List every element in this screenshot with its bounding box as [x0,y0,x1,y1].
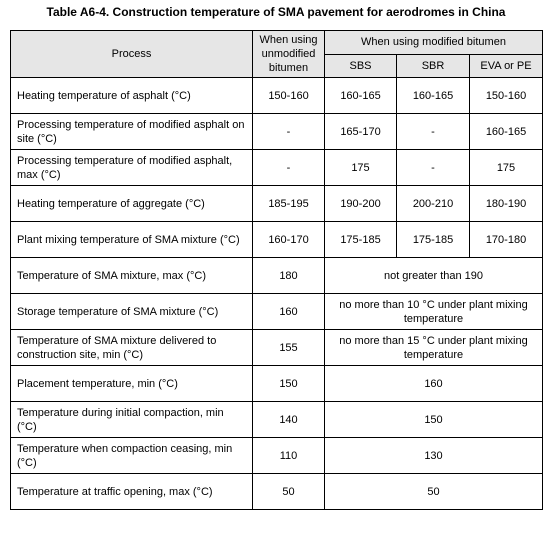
table-row: Temperature of SMA mixture, max (°C) 180… [10,257,543,294]
modified-cell: 150 [324,401,543,438]
unmodified-cell: 50 [252,473,325,510]
process-cell: Heating temperature of aggregate (°C) [10,185,253,222]
table-row: Plant mixing temperature of SMA mixture … [10,221,543,258]
process-cell: Temperature during initial compaction, m… [10,401,253,438]
process-cell: Temperature at traffic opening, max (°C) [10,473,253,510]
table-row: Processing temperature of modified aspha… [10,113,543,150]
process-cell: Processing temperature of modified aspha… [10,149,253,186]
modified-cell: no more than 15 °C under plant mixing te… [324,329,543,366]
unmodified-cell: - [252,113,325,150]
modified-cell: not greater than 190 [324,257,543,294]
eva-cell: 160-165 [469,113,543,150]
modified-cell: 130 [324,437,543,474]
header-eva: EVA or PE [469,53,543,78]
process-cell: Storage temperature of SMA mixture (°C) [10,293,253,330]
process-cell: Placement temperature, min (°C) [10,365,253,402]
table-row: Temperature during initial compaction, m… [10,401,543,438]
modified-cell: 50 [324,473,543,510]
header-modified: When using modified bitumen [324,30,543,55]
table-row: Processing temperature of modified aspha… [10,149,543,186]
process-cell: Plant mixing temperature of SMA mixture … [10,221,253,258]
eva-cell: 170-180 [469,221,543,258]
table-title: Table A6-4. Construction temperature of … [46,5,506,19]
header-sbr: SBR [396,53,470,78]
sbs-cell: 175 [324,149,397,186]
process-cell: Temperature of SMA mixture delivered to … [10,329,253,366]
unmodified-cell: 110 [252,437,325,474]
unmodified-cell: 155 [252,329,325,366]
table-row: Placement temperature, min (°C) 150 160 [10,365,543,402]
process-cell: Temperature when compaction ceasing, min… [10,437,253,474]
unmodified-cell: - [252,149,325,186]
table-row: Temperature of SMA mixture delivered to … [10,329,543,366]
unmodified-cell: 185-195 [252,185,325,222]
sbr-cell: 160-165 [396,77,470,114]
unmodified-cell: 140 [252,401,325,438]
unmodified-cell: 150-160 [252,77,325,114]
header-unmodified: When using unmodified bitumen [252,30,325,78]
eva-cell: 150-160 [469,77,543,114]
process-cell: Processing temperature of modified aspha… [10,113,253,150]
table-row: Storage temperature of SMA mixture (°C) … [10,293,543,330]
eva-cell: 180-190 [469,185,543,222]
unmodified-cell: 160 [252,293,325,330]
sbr-cell: 200-210 [396,185,470,222]
eva-cell: 175 [469,149,543,186]
unmodified-cell: 150 [252,365,325,402]
header-sbs: SBS [324,53,397,78]
sbr-cell: - [396,113,470,150]
sbs-cell: 165-170 [324,113,397,150]
unmodified-cell: 180 [252,257,325,294]
table-row: Temperature when compaction ceasing, min… [10,437,543,474]
sbr-cell: 175-185 [396,221,470,258]
process-cell: Heating temperature of asphalt (°C) [10,77,253,114]
header-process: Process [10,30,253,78]
sbs-cell: 160-165 [324,77,397,114]
table-row: Temperature at traffic opening, max (°C)… [10,473,543,510]
modified-cell: no more than 10 °C under plant mixing te… [324,293,543,330]
sbs-cell: 190-200 [324,185,397,222]
process-cell: Temperature of SMA mixture, max (°C) [10,257,253,294]
sbs-cell: 175-185 [324,221,397,258]
unmodified-cell: 160-170 [252,221,325,258]
modified-cell: 160 [324,365,543,402]
table-row: Heating temperature of aggregate (°C) 18… [10,185,543,222]
sbr-cell: - [396,149,470,186]
construction-temperature-table: Process When using unmodified bitumen Wh… [10,30,543,510]
table-row: Heating temperature of asphalt (°C) 150-… [10,77,543,114]
